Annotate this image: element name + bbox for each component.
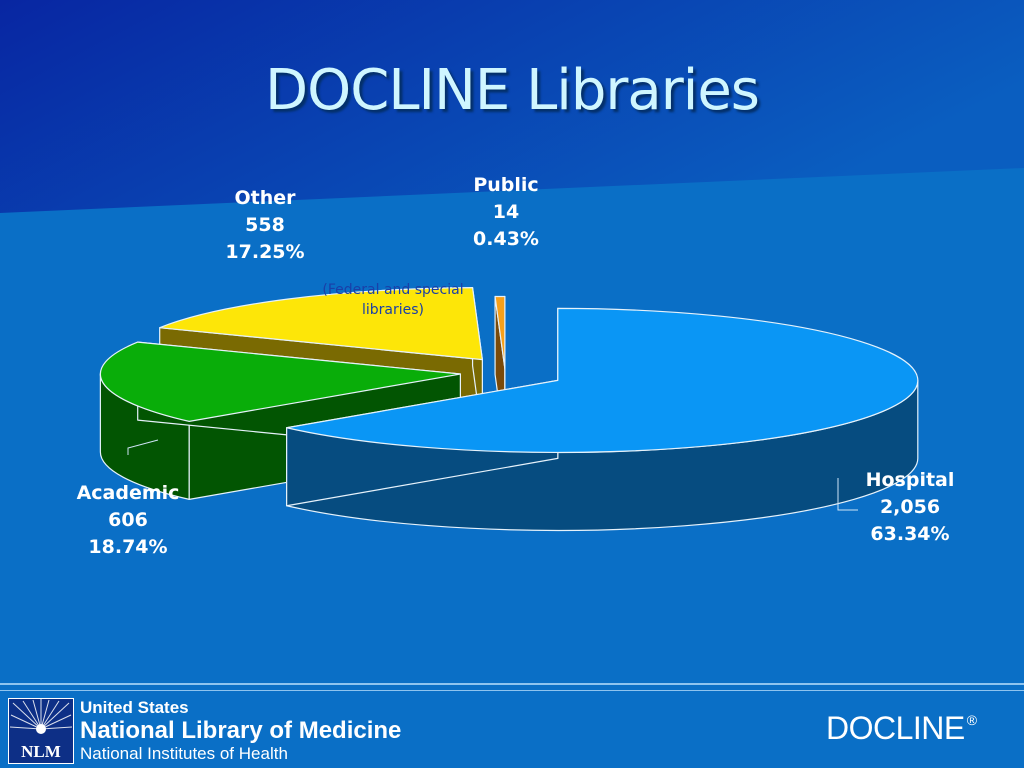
slice-percent: 17.25% <box>225 241 305 263</box>
nlm-logo: NLM <box>8 698 74 764</box>
docline-brand: DOCLINE ® <box>826 710 977 747</box>
slice-percent: 0.43% <box>473 228 539 250</box>
pie-slice-hospital <box>286 307 919 531</box>
slice-top-public <box>494 295 506 370</box>
footer-divider-thin <box>0 690 1024 691</box>
slice-label-academic: Academic 606 18.74% <box>58 480 198 561</box>
slide-title: DOCLINE Libraries <box>265 58 760 123</box>
slice-name: Public <box>473 174 539 196</box>
slice-value: 2,056 <box>879 496 941 518</box>
slice-name: Other <box>234 187 296 209</box>
other-slice-note: (Federal and special libraries) <box>322 282 464 318</box>
pie-slice-academic <box>99 341 461 500</box>
slice-top-academic <box>99 341 461 422</box>
footer-divider <box>0 683 1024 685</box>
pie-chart <box>99 287 919 531</box>
slice-top-other <box>159 287 483 361</box>
nlm-starburst-icon: NLM <box>9 699 73 763</box>
slice-value: 14 <box>492 201 520 223</box>
label-leader-lines <box>127 439 858 511</box>
slice-value: 558 <box>245 214 285 236</box>
slice-percent: 18.74% <box>88 536 168 558</box>
slice-name: Academic <box>76 482 180 504</box>
slice-top-hospital <box>286 307 919 453</box>
slice-label-other: Other 558 17.25% <box>205 185 325 266</box>
brand-name: DOCLINE <box>826 710 965 746</box>
nlm-organization: United States National Library of Medici… <box>80 699 401 763</box>
org-line-3: National Institutes of Health <box>80 744 288 763</box>
org-line-1: United States <box>80 698 189 717</box>
slice-percent: 63.34% <box>870 523 950 545</box>
slice-label-hospital: Hospital 2,056 63.34% <box>840 467 980 548</box>
nlm-logo-text: NLM <box>21 742 61 761</box>
background-corner-band <box>0 0 1024 213</box>
registered-mark: ® <box>966 712 977 728</box>
org-line-2: National Library of Medicine <box>80 717 402 744</box>
slice-name: Hospital <box>865 469 955 491</box>
slice-label-public: Public 14 0.43% <box>446 172 566 253</box>
slice-value: 606 <box>108 509 148 531</box>
